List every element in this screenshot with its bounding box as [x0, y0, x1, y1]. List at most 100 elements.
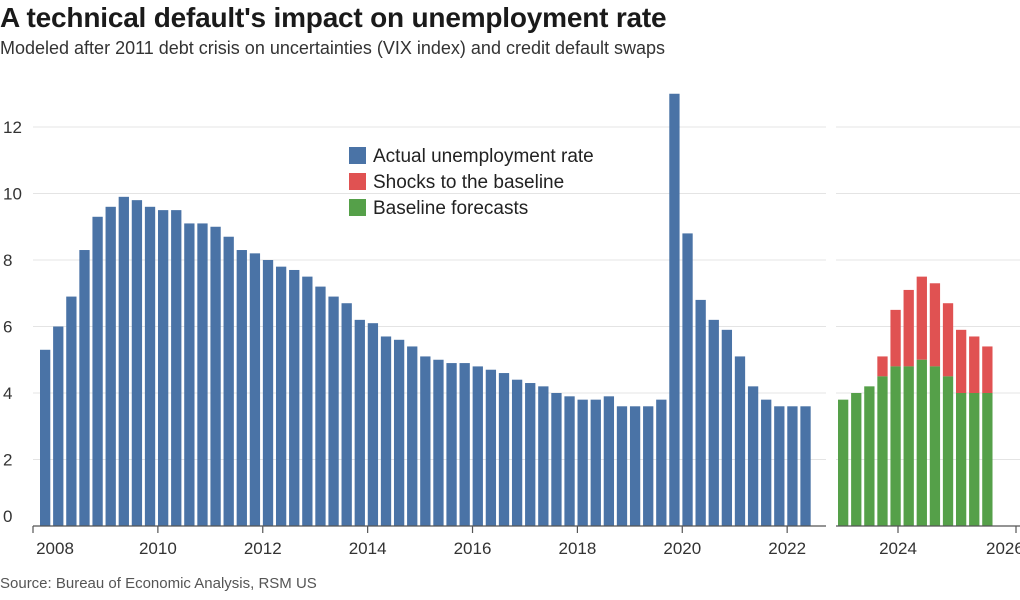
legend-label: Baseline forecasts: [373, 198, 528, 219]
bar-actual: [525, 383, 536, 526]
bar-actual: [682, 233, 693, 526]
bar-actual: [367, 323, 379, 526]
bar-actual: [590, 399, 601, 526]
bar-actual: [393, 339, 405, 526]
bar-baseline: [916, 359, 927, 526]
bar-actual: [787, 406, 798, 526]
bar-actual: [747, 386, 759, 526]
bar-actual: [708, 319, 719, 526]
legend-label: Actual unemployment rate: [373, 146, 594, 167]
bar-actual: [118, 196, 129, 526]
bar-actual: [721, 329, 733, 526]
bar-shock: [942, 303, 954, 377]
legend-swatch: [349, 147, 366, 164]
forecast-bars: [838, 276, 993, 526]
x-tick-label: 2022: [768, 539, 806, 558]
bar-actual: [472, 366, 483, 526]
actual-bars: [40, 93, 811, 527]
legend-label: Shocks to the baseline: [373, 172, 564, 193]
bar-actual: [79, 250, 90, 526]
y-tick-label: 2: [3, 451, 12, 470]
bar-actual: [564, 396, 575, 526]
bar-actual: [761, 399, 772, 526]
bar-actual: [511, 379, 523, 526]
bar-actual: [734, 356, 746, 526]
bar-actual: [289, 269, 300, 526]
bar-actual: [92, 216, 103, 526]
bar-actual: [407, 346, 418, 526]
bar-actual: [577, 399, 588, 526]
bar-actual: [53, 326, 64, 526]
y-tick-label: 12: [3, 118, 22, 137]
x-tick-label: 2012: [244, 539, 282, 558]
bar-baseline: [890, 366, 901, 526]
bar-actual: [315, 286, 326, 526]
x-tick-label: 2026: [986, 539, 1020, 558]
bar-actual: [538, 386, 549, 526]
bar-actual: [66, 296, 77, 526]
bar-baseline: [864, 386, 875, 526]
bar-baseline: [982, 393, 993, 526]
bar-actual: [210, 226, 221, 526]
legend: Actual unemployment rate Shocks to the ba…: [349, 146, 594, 219]
bar-shock: [903, 289, 914, 367]
bar-baseline: [955, 393, 967, 526]
x-tick-label: 2018: [558, 539, 596, 558]
bar-actual: [262, 260, 274, 526]
bar-actual: [551, 393, 562, 526]
bar-shock: [877, 356, 888, 377]
bar-baseline: [969, 393, 980, 526]
bar-actual: [498, 373, 510, 526]
bar-actual: [236, 250, 247, 526]
y-tick-label: 0: [3, 507, 12, 526]
bar-shock: [916, 276, 927, 360]
legend-swatch: [349, 173, 366, 190]
x-tick-label: 2024: [879, 539, 917, 558]
bar-actual: [774, 406, 785, 526]
bar-actual: [603, 396, 615, 526]
bar-actual: [275, 266, 287, 526]
x-axis: 2008 2010 2012 2014 2016 2018 2020 2022 2024 2026: [32, 525, 1020, 558]
bar-baseline: [942, 376, 954, 526]
bar-shock: [890, 309, 901, 367]
chart-title: A technical default's impact on unemploy…: [0, 2, 667, 33]
bar-baseline: [903, 366, 914, 526]
x-tick-label: 2008: [36, 539, 74, 558]
bar-actual: [184, 223, 195, 527]
bar-actual: [695, 299, 706, 526]
bar-shock: [982, 346, 993, 393]
bar-actual: [171, 210, 182, 526]
bar-actual: [249, 253, 261, 526]
bar-actual: [223, 236, 234, 526]
bar-shock: [969, 336, 980, 393]
bar-shock: [955, 329, 967, 393]
bar-actual: [341, 303, 352, 526]
legend-swatch: [349, 199, 366, 216]
x-tick-label: 2010: [139, 539, 177, 558]
bar-actual: [420, 356, 431, 526]
source-note: Source: Bureau of Economic Analysis, RSM…: [0, 575, 317, 592]
y-axis-labels: 0 2 4 6 8 10 12: [3, 118, 22, 526]
bar-actual: [446, 363, 457, 526]
y-tick-label: 8: [3, 251, 12, 270]
bar-actual: [131, 200, 143, 526]
bar-actual: [669, 93, 680, 526]
bar-actual: [105, 206, 116, 527]
bar-actual: [485, 369, 497, 526]
bar-actual: [354, 319, 365, 526]
y-tick-label: 10: [3, 185, 22, 204]
bar-actual: [328, 296, 339, 526]
x-tick-label: 2016: [454, 539, 492, 558]
bar-actual: [40, 349, 51, 526]
bar-shock: [929, 283, 941, 367]
bar-baseline: [838, 399, 849, 526]
bar-actual: [157, 210, 169, 526]
bar-actual: [800, 406, 811, 526]
bar-actual: [302, 276, 313, 526]
x-tick-label: 2014: [349, 539, 387, 558]
bar-actual: [656, 399, 667, 526]
bar-baseline: [851, 393, 862, 526]
x-tick-label: 2020: [663, 539, 701, 558]
bar-actual: [616, 406, 628, 526]
